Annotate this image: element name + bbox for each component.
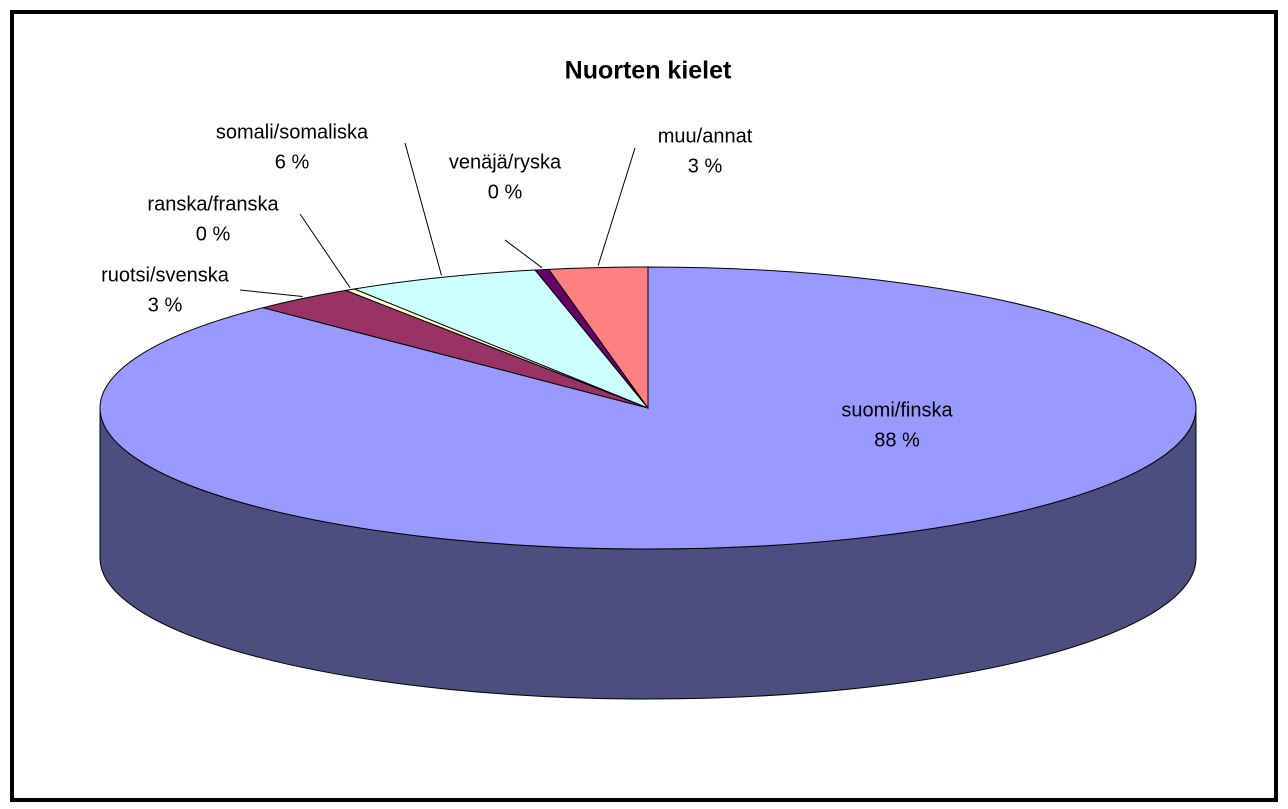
pie-slice xyxy=(547,266,649,410)
chart-title: Nuorten kielet xyxy=(565,57,732,85)
slice-value-label: 0 % xyxy=(488,181,523,203)
slice-label: ruotsi/svenska xyxy=(101,264,230,286)
slice-value-label: 0 % xyxy=(196,223,231,245)
leader-line xyxy=(239,289,303,298)
slice-value-label: 6 % xyxy=(275,151,310,173)
slice-value-label: 3 % xyxy=(688,155,723,177)
leader-line xyxy=(404,142,442,276)
slice-label: ranska/franska xyxy=(147,193,279,215)
leader-line xyxy=(597,147,636,266)
slice-label: muu/annat xyxy=(658,125,753,147)
slice-label: suomi/finska xyxy=(841,399,953,421)
leader-line xyxy=(299,213,351,288)
leader-line xyxy=(504,239,543,269)
slice-value-label: 88 % xyxy=(874,429,920,451)
slice-label: somali/somaliska xyxy=(216,121,369,143)
slice-value-label: 3 % xyxy=(148,294,183,316)
slice-label: venäjä/ryska xyxy=(449,151,562,173)
pie-slice xyxy=(352,269,649,409)
